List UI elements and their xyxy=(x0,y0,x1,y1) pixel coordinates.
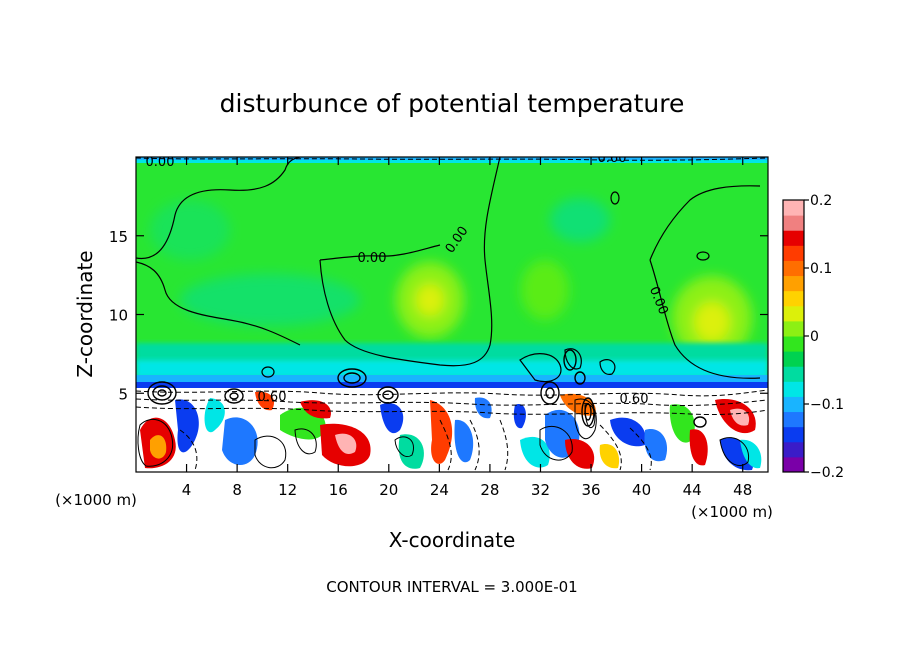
colorbar-swatch xyxy=(783,290,804,307)
y-axis: 5 10 15 xyxy=(109,228,768,403)
contour-interval-note: CONTOUR INTERVAL = 3.000E-01 xyxy=(326,578,577,596)
contour-clusters xyxy=(147,349,707,428)
x-tick-label: 32 xyxy=(531,481,550,499)
cold-layer xyxy=(136,382,768,388)
chart-title: disturbunce of potential temperature xyxy=(220,89,685,118)
colorbar-swatch xyxy=(783,215,804,231)
colorbar-swatch xyxy=(783,230,804,246)
colorbar-swatch xyxy=(783,441,804,458)
colorbar-swatch xyxy=(783,260,804,277)
contour-lines-dashed xyxy=(136,157,768,471)
cool-band xyxy=(136,360,768,378)
colorbar-swatch xyxy=(783,336,804,352)
colorbar-swatch xyxy=(783,396,804,413)
cool-anomaly xyxy=(150,200,230,260)
contour-label: 0.00 xyxy=(146,155,175,170)
cool-band xyxy=(136,343,768,363)
x-axis: 4 8 12 16 20 24 28 32 36 40 44 48 xyxy=(182,157,752,499)
y-tick-label: 10 xyxy=(109,307,128,325)
contour-label: 0.00 xyxy=(358,251,387,266)
colorbar-swatch xyxy=(783,305,804,322)
contour-label: 0.60 xyxy=(620,392,649,407)
x-unit-left: (×1000 m) xyxy=(55,491,137,509)
x-tick-label: 24 xyxy=(430,481,449,499)
cool-anomaly xyxy=(180,274,360,326)
turbulent-blobs xyxy=(140,391,762,471)
x-tick-label: 16 xyxy=(329,481,348,499)
colorbar-tick-label: −0.2 xyxy=(810,465,844,481)
colorbar-swatch xyxy=(783,456,804,473)
warm-anomaly xyxy=(521,260,569,320)
cool-anomaly xyxy=(550,198,610,242)
contour-lines-lower xyxy=(137,398,750,469)
colorbar-swatch xyxy=(783,275,804,292)
cold-layer xyxy=(136,375,768,383)
colorbar-swatch xyxy=(783,351,804,367)
colorbar-tick-label: 0 xyxy=(810,329,819,345)
colorbar-swatch xyxy=(783,245,804,261)
x-tick-label: 20 xyxy=(379,481,398,499)
x-tick-label: 44 xyxy=(683,481,702,499)
colorbar-swatch xyxy=(783,320,804,337)
contour-lines xyxy=(136,157,761,383)
colorbar-tick-label: −0.1 xyxy=(810,397,844,413)
x-tick-label: 40 xyxy=(632,481,651,499)
warm-anomaly xyxy=(416,284,444,316)
colorbar-swatch xyxy=(783,366,804,382)
x-axis-label: X-coordinate xyxy=(389,528,516,552)
warm-anomaly xyxy=(694,302,730,342)
contour-label: 0.60 xyxy=(598,151,627,166)
x-unit-right: (×1000 m) xyxy=(691,503,773,521)
x-tick-label: 4 xyxy=(182,481,192,499)
top-band xyxy=(136,160,768,163)
colorbar-swatch xyxy=(783,381,804,397)
colorbar-swatch xyxy=(783,200,804,216)
plot-field: 0.60 0.00 0.00 0.00 0.00 0.60 0.60 xyxy=(136,151,768,472)
x-tick-label: 12 xyxy=(278,481,297,499)
y-tick-label: 5 xyxy=(118,385,128,403)
y-axis-label: Z-coordinate xyxy=(73,250,97,377)
colorbar-tick-label: 0.2 xyxy=(810,193,832,209)
x-tick-label: 36 xyxy=(581,481,600,499)
x-tick-label: 48 xyxy=(733,481,752,499)
x-tick-label: 28 xyxy=(480,481,499,499)
colorbar-swatch xyxy=(783,411,804,428)
colorbar: 0.2 0.1 0 −0.1 −0.2 xyxy=(782,193,844,481)
colorbar-swatch xyxy=(783,426,804,443)
y-tick-label: 15 xyxy=(109,228,128,246)
colorbar-tick-label: 0.1 xyxy=(810,261,832,277)
x-tick-label: 8 xyxy=(232,481,242,499)
contour-label: 0.60 xyxy=(258,390,287,405)
